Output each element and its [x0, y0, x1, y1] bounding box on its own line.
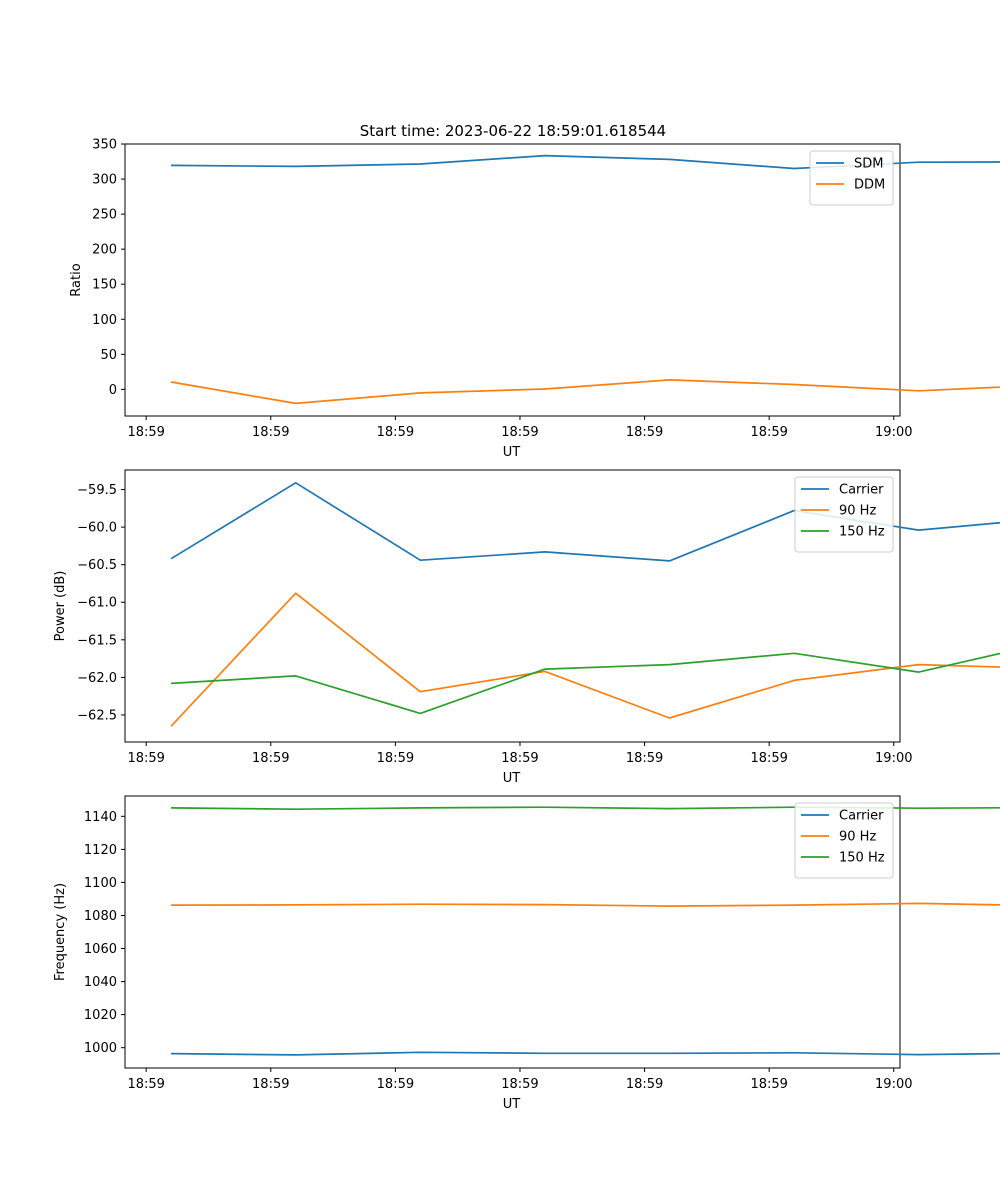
x-tick-label: 19:00	[875, 425, 912, 440]
y-tick-label: 1000	[84, 1041, 117, 1056]
y-tick-label: −62.5	[77, 708, 117, 723]
y-tick-label: −62.0	[77, 671, 117, 686]
legend-label: 150 Hz	[839, 851, 885, 866]
y-tick-label: −59.5	[77, 483, 117, 498]
legend: Carrier 90 Hz 150 Hz	[794, 802, 894, 879]
x-tick-label: 18:59	[501, 751, 538, 766]
series-line-150-hz	[171, 652, 1000, 715]
y-axis-label: Ratio	[69, 263, 84, 296]
legend: SDM DDM	[809, 150, 894, 206]
x-tick-label: 18:59	[501, 1077, 538, 1092]
series-line-90-hz	[170, 592, 1000, 727]
y-tick-label: −61.5	[77, 633, 117, 648]
y-tick-label: 200	[92, 243, 117, 258]
x-tick-label: 18:59	[377, 425, 414, 440]
series-line-carrier	[170, 481, 1000, 562]
legend-box	[809, 150, 894, 206]
chart-panel-1: 18:59 18:59 18:59 18:59 18:59 18:59 19:00 0 50 10…	[69, 138, 1000, 460]
chart-panel-3: 18:59 18:59 18:59 18:59 18:59 18:59 19:00 1000 1…	[53, 795, 1000, 1112]
legend-box	[794, 802, 894, 879]
y-tick-label: 250	[92, 208, 117, 223]
x-tick-label: 18:59	[252, 1077, 289, 1092]
y-tick-label: 0	[109, 383, 117, 398]
series-line-90-hz	[171, 902, 1000, 907]
x-axis-label: UT	[503, 445, 521, 460]
series-line-carrier	[171, 1051, 1000, 1056]
y-tick-label: 1040	[84, 975, 117, 990]
x-axis-label: UT	[503, 1097, 521, 1112]
y-tick-label: −61.0	[77, 596, 117, 611]
legend-label: 90 Hz	[839, 830, 876, 845]
x-tick-label: 18:59	[377, 1077, 414, 1092]
x-tick-label: 18:59	[501, 425, 538, 440]
legend: Carrier 90 Hz 150 Hz	[794, 476, 894, 553]
x-tick-label: 19:00	[875, 751, 912, 766]
axes-frame	[124, 469, 901, 743]
series-line-sdm	[171, 154, 1000, 170]
x-tick-label: 18:59	[750, 425, 787, 440]
y-tick-label: 350	[92, 138, 117, 153]
chart-panel-2: 18:59 18:59 18:59 18:59 18:59 18:59 19:00 −62.5…	[53, 469, 1000, 786]
y-tick-label: 1140	[84, 810, 117, 825]
y-axis-label: Frequency (Hz)	[53, 883, 68, 981]
y-tick-label: 1100	[84, 876, 117, 891]
y-tick-label: 1120	[84, 843, 117, 858]
x-tick-label: 18:59	[252, 425, 289, 440]
x-tick-label: 19:00	[875, 1077, 912, 1092]
axes-frame	[124, 143, 901, 417]
x-tick-label: 18:59	[626, 751, 663, 766]
y-tick-label: 50	[100, 348, 117, 363]
x-tick-label: 18:59	[127, 425, 164, 440]
x-tick-label: 18:59	[626, 425, 663, 440]
x-tick-label: 18:59	[127, 751, 164, 766]
y-tick-label: 300	[92, 173, 117, 188]
legend-label: DDM	[854, 178, 885, 193]
legend-label: Carrier	[839, 483, 884, 498]
x-tick-label: 18:59	[377, 751, 414, 766]
y-tick-label: −60.0	[77, 521, 117, 536]
legend-label: 150 Hz	[839, 525, 885, 540]
figure-title: Start time: 2023-06-22 18:59:01.618544	[360, 122, 666, 140]
series-line-ddm	[170, 379, 1000, 405]
x-tick-label: 18:59	[750, 751, 787, 766]
legend-box	[794, 476, 894, 553]
x-tick-label: 18:59	[127, 1077, 164, 1092]
axes-frame	[124, 795, 901, 1069]
y-tick-label: 1080	[84, 909, 117, 924]
y-tick-label: 150	[92, 278, 117, 293]
y-tick-label: 1060	[84, 942, 117, 957]
legend-label: SDM	[854, 157, 883, 172]
x-axis-label: UT	[503, 771, 521, 786]
x-tick-label: 18:59	[252, 751, 289, 766]
legend-label: Carrier	[839, 809, 884, 824]
series-line-150-hz	[171, 806, 1000, 811]
y-tick-label: 1020	[84, 1008, 117, 1023]
x-tick-label: 18:59	[626, 1077, 663, 1092]
y-axis-label: Power (dB)	[53, 571, 68, 642]
y-tick-label: 100	[92, 313, 117, 328]
x-tick-label: 18:59	[750, 1077, 787, 1092]
legend-label: 90 Hz	[839, 504, 876, 519]
y-tick-label: −60.5	[77, 558, 117, 573]
